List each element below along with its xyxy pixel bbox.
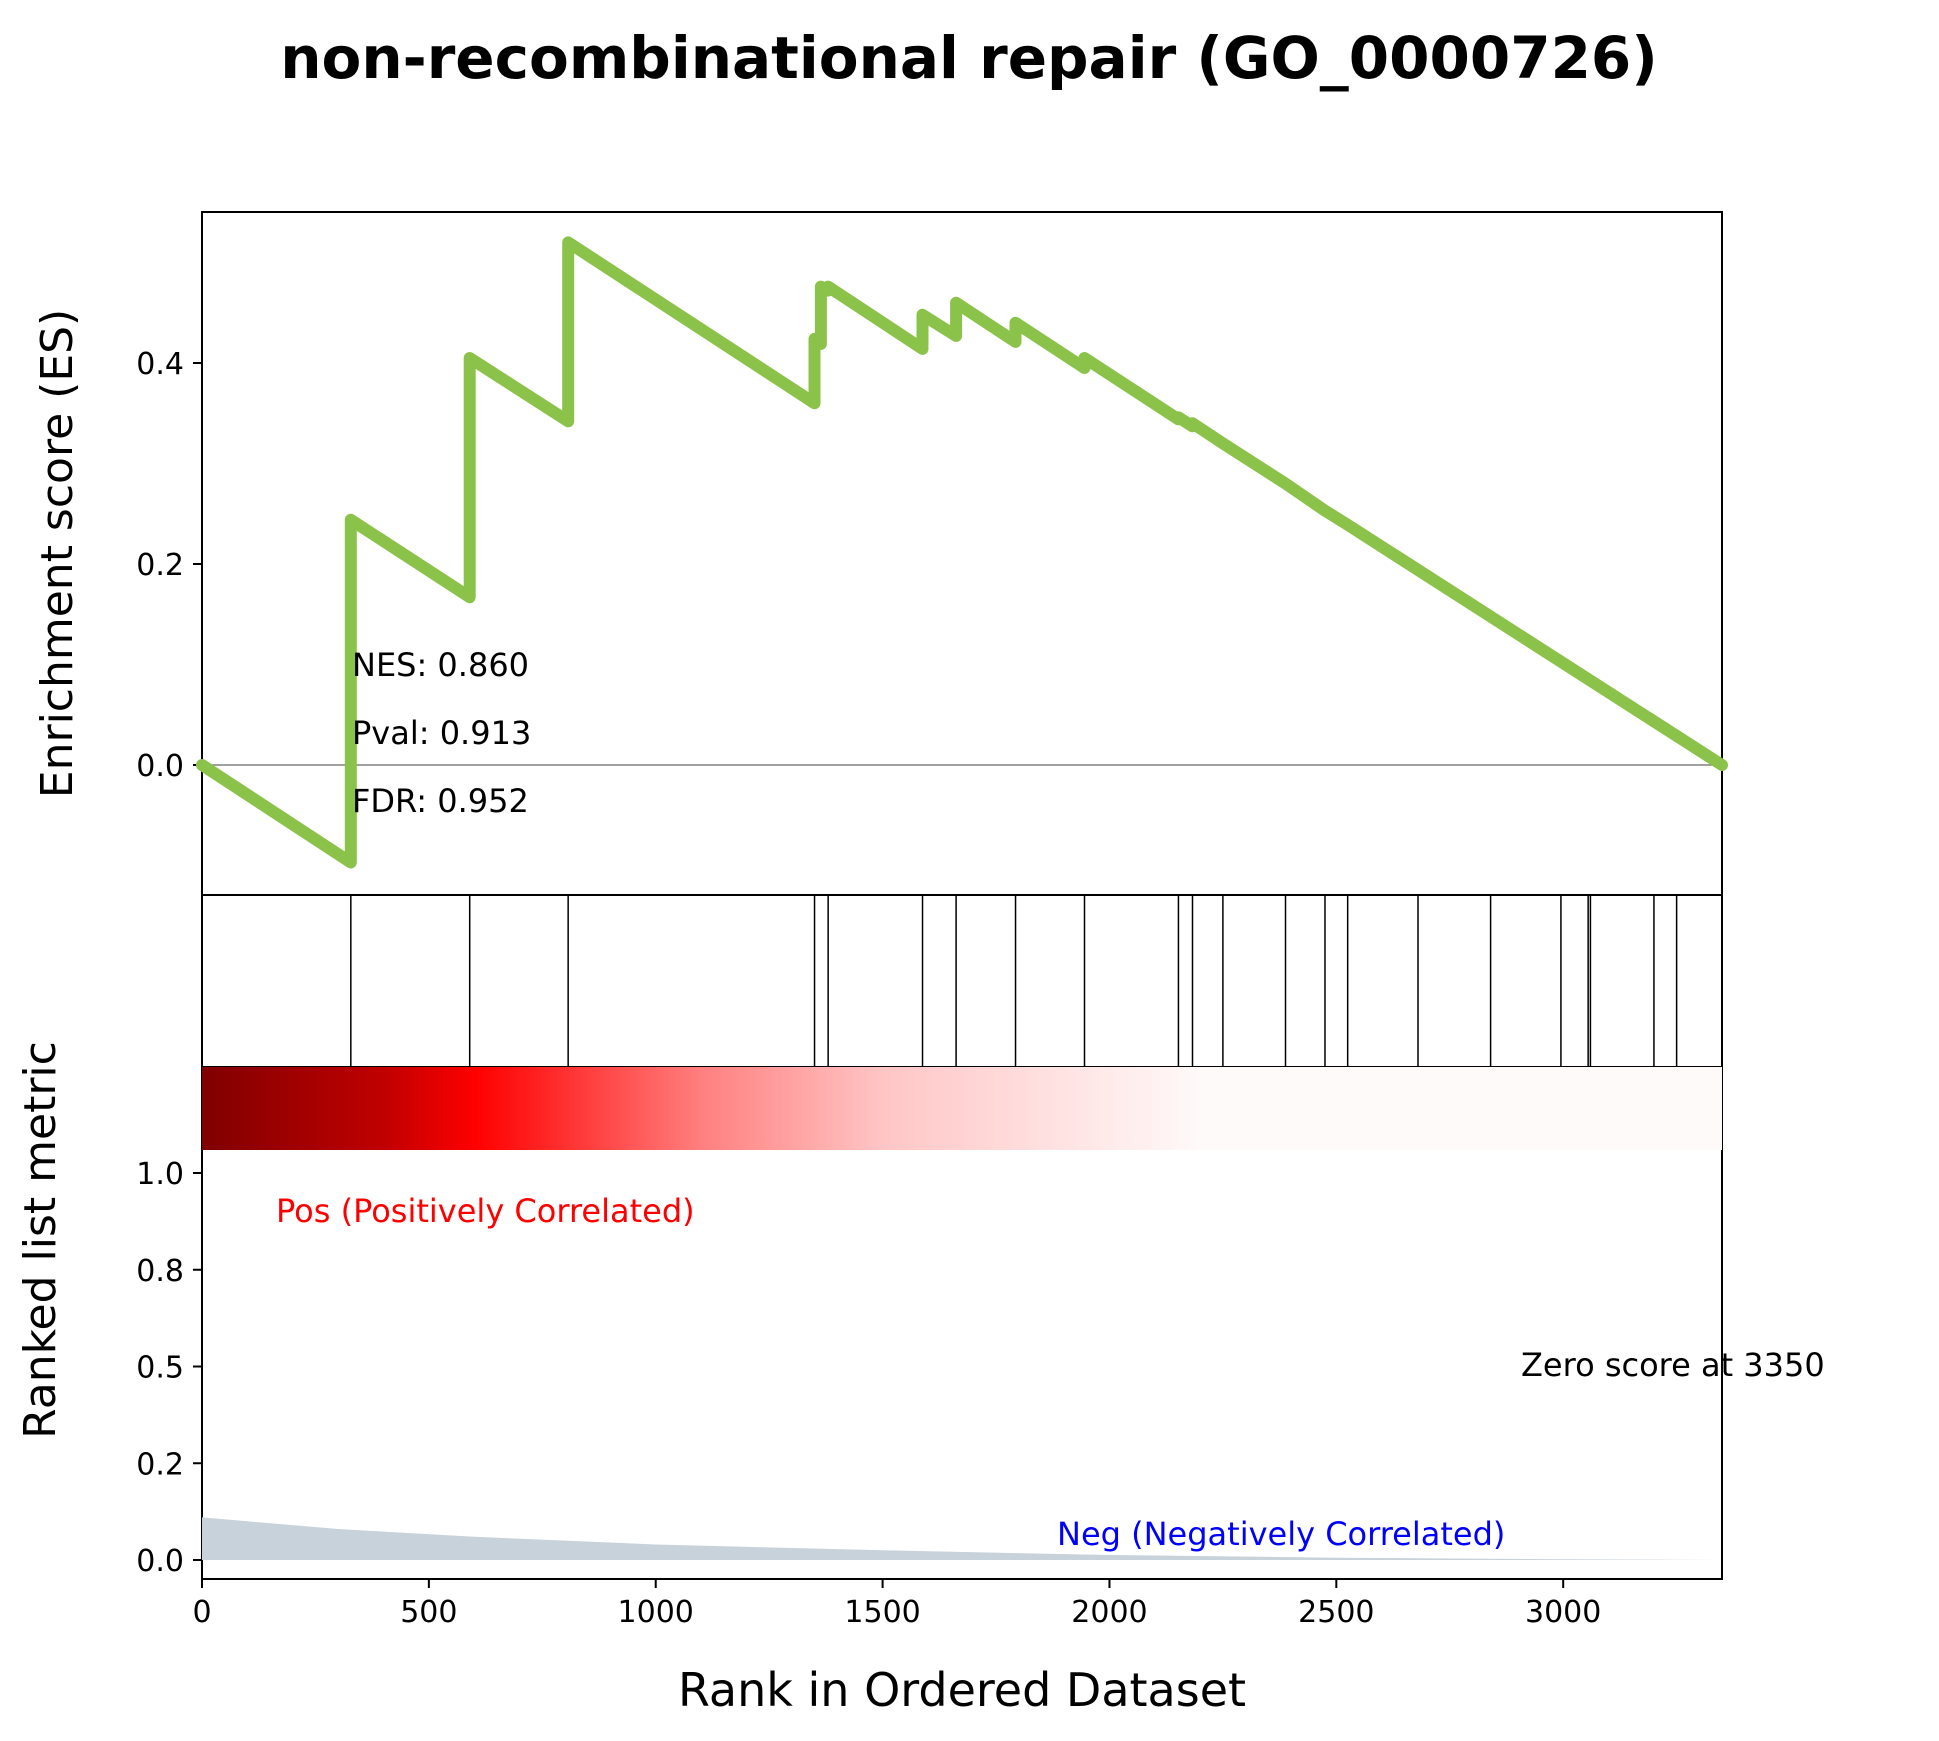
pos-correlated-label: Pos (Positively Correlated) [276,1192,695,1230]
xtick-label: 3000 [1525,1595,1601,1630]
es-ylabel: Enrichment score (ES) [32,309,83,798]
zero-score-label: Zero score at 3350 [1521,1346,1825,1384]
hits-axes-frame [201,894,1723,1068]
es-curve [196,236,1728,869]
rank-ytick-label: 0.5 [136,1351,184,1386]
es-annotation: Pval: 0.913 [352,714,531,752]
xtick-label: 0 [192,1595,211,1630]
xlabel: Rank in Ordered Dataset [678,1663,1246,1717]
rank-ytick-label: 0.2 [136,1447,184,1482]
rank-heatmap-bar [202,1067,1722,1150]
xtick-label: 500 [400,1595,457,1630]
xtick-label: 1500 [844,1595,920,1630]
ranked-metric-area [202,1517,1722,1560]
xtick-label: 1000 [618,1595,694,1630]
chart-title: non-recombinational repair (GO_0000726) [280,24,1658,92]
rank-ytick-label: 1.0 [136,1157,184,1192]
rank-ytick-label: 0.8 [136,1254,184,1289]
es-annotation: NES: 0.860 [352,646,529,684]
rank-ytick-label: 0.0 [136,1544,184,1579]
neg-correlated-label: Neg (Negatively Correlated) [1057,1515,1505,1553]
xtick-label: 2500 [1298,1595,1374,1630]
es-ytick-label: 0.4 [136,347,184,382]
rank-ylabel: Ranked list metric [15,1041,66,1439]
es-annotation: FDR: 0.952 [352,782,529,820]
es-ytick-label: 0.0 [136,749,184,784]
es-ytick-label: 0.2 [136,548,184,583]
xtick-label: 2000 [1071,1595,1147,1630]
